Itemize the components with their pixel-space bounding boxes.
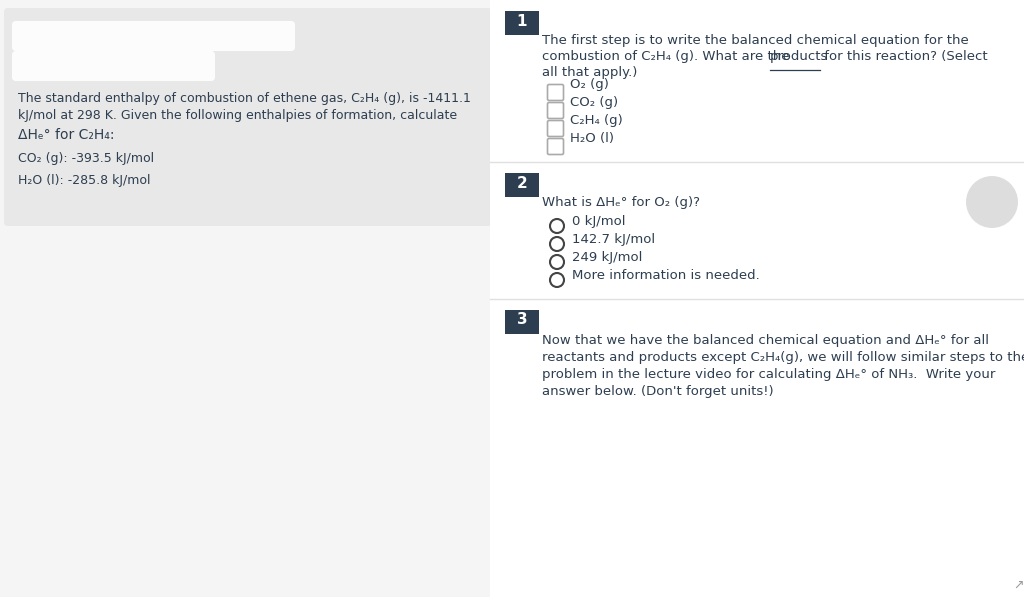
Text: More information is needed.: More information is needed. [572, 269, 760, 282]
Text: H₂O (l): H₂O (l) [570, 132, 614, 145]
FancyBboxPatch shape [12, 51, 215, 81]
Text: for this reaction? (Select: for this reaction? (Select [820, 50, 987, 63]
Text: combustion of C₂H₄ (g). What are the: combustion of C₂H₄ (g). What are the [542, 50, 794, 63]
FancyBboxPatch shape [548, 103, 563, 118]
Text: O₂ (g): O₂ (g) [570, 78, 609, 91]
Text: CO₂ (g): -393.5 kJ/mol: CO₂ (g): -393.5 kJ/mol [18, 152, 155, 165]
Circle shape [550, 273, 564, 287]
Text: Now that we have the balanced chemical equation and ΔHₑ° for all: Now that we have the balanced chemical e… [542, 334, 989, 347]
Text: 249 kJ/mol: 249 kJ/mol [572, 251, 642, 264]
Text: CO₂ (g): CO₂ (g) [570, 96, 618, 109]
Text: kJ/mol at 298 K. Given the following enthalpies of formation, calculate: kJ/mol at 298 K. Given the following ent… [18, 109, 457, 122]
Text: What is ΔHₑ° for O₂ (g)?: What is ΔHₑ° for O₂ (g)? [542, 196, 700, 209]
FancyBboxPatch shape [490, 0, 1024, 597]
Text: answer below. (Don't forget units!): answer below. (Don't forget units!) [542, 385, 773, 398]
FancyBboxPatch shape [548, 121, 563, 137]
Circle shape [550, 255, 564, 269]
Text: products: products [770, 50, 828, 63]
FancyBboxPatch shape [505, 310, 539, 334]
Text: H₂O (l): -285.8 kJ/mol: H₂O (l): -285.8 kJ/mol [18, 174, 151, 187]
Circle shape [550, 219, 564, 233]
Text: ↗: ↗ [1013, 579, 1024, 592]
Text: 0 kJ/mol: 0 kJ/mol [572, 215, 626, 228]
FancyBboxPatch shape [12, 21, 295, 51]
FancyBboxPatch shape [505, 173, 539, 197]
FancyBboxPatch shape [505, 11, 539, 35]
Text: all that apply.): all that apply.) [542, 66, 637, 79]
Text: problem in the lecture video for calculating ΔHₑ° of NH₃.  Write your: problem in the lecture video for calcula… [542, 368, 995, 381]
FancyBboxPatch shape [548, 85, 563, 100]
Circle shape [550, 237, 564, 251]
Text: 142.7 kJ/mol: 142.7 kJ/mol [572, 233, 655, 246]
Text: The standard enthalpy of combustion of ethene gas, C₂H₄ (g), is -1411.1: The standard enthalpy of combustion of e… [18, 92, 471, 105]
Text: 2: 2 [517, 176, 527, 190]
Text: reactants and products except C₂H₄(g), we will follow similar steps to the: reactants and products except C₂H₄(g), w… [542, 351, 1024, 364]
Text: 3: 3 [517, 312, 527, 328]
Circle shape [966, 176, 1018, 228]
Text: The first step is to write the balanced chemical equation for the: The first step is to write the balanced … [542, 34, 969, 47]
FancyBboxPatch shape [548, 139, 563, 155]
Text: C₂H₄ (g): C₂H₄ (g) [570, 114, 623, 127]
FancyBboxPatch shape [4, 8, 492, 226]
Text: ΔHₑ° for C₂H₄:: ΔHₑ° for C₂H₄: [18, 128, 115, 142]
Text: 1: 1 [517, 14, 527, 29]
